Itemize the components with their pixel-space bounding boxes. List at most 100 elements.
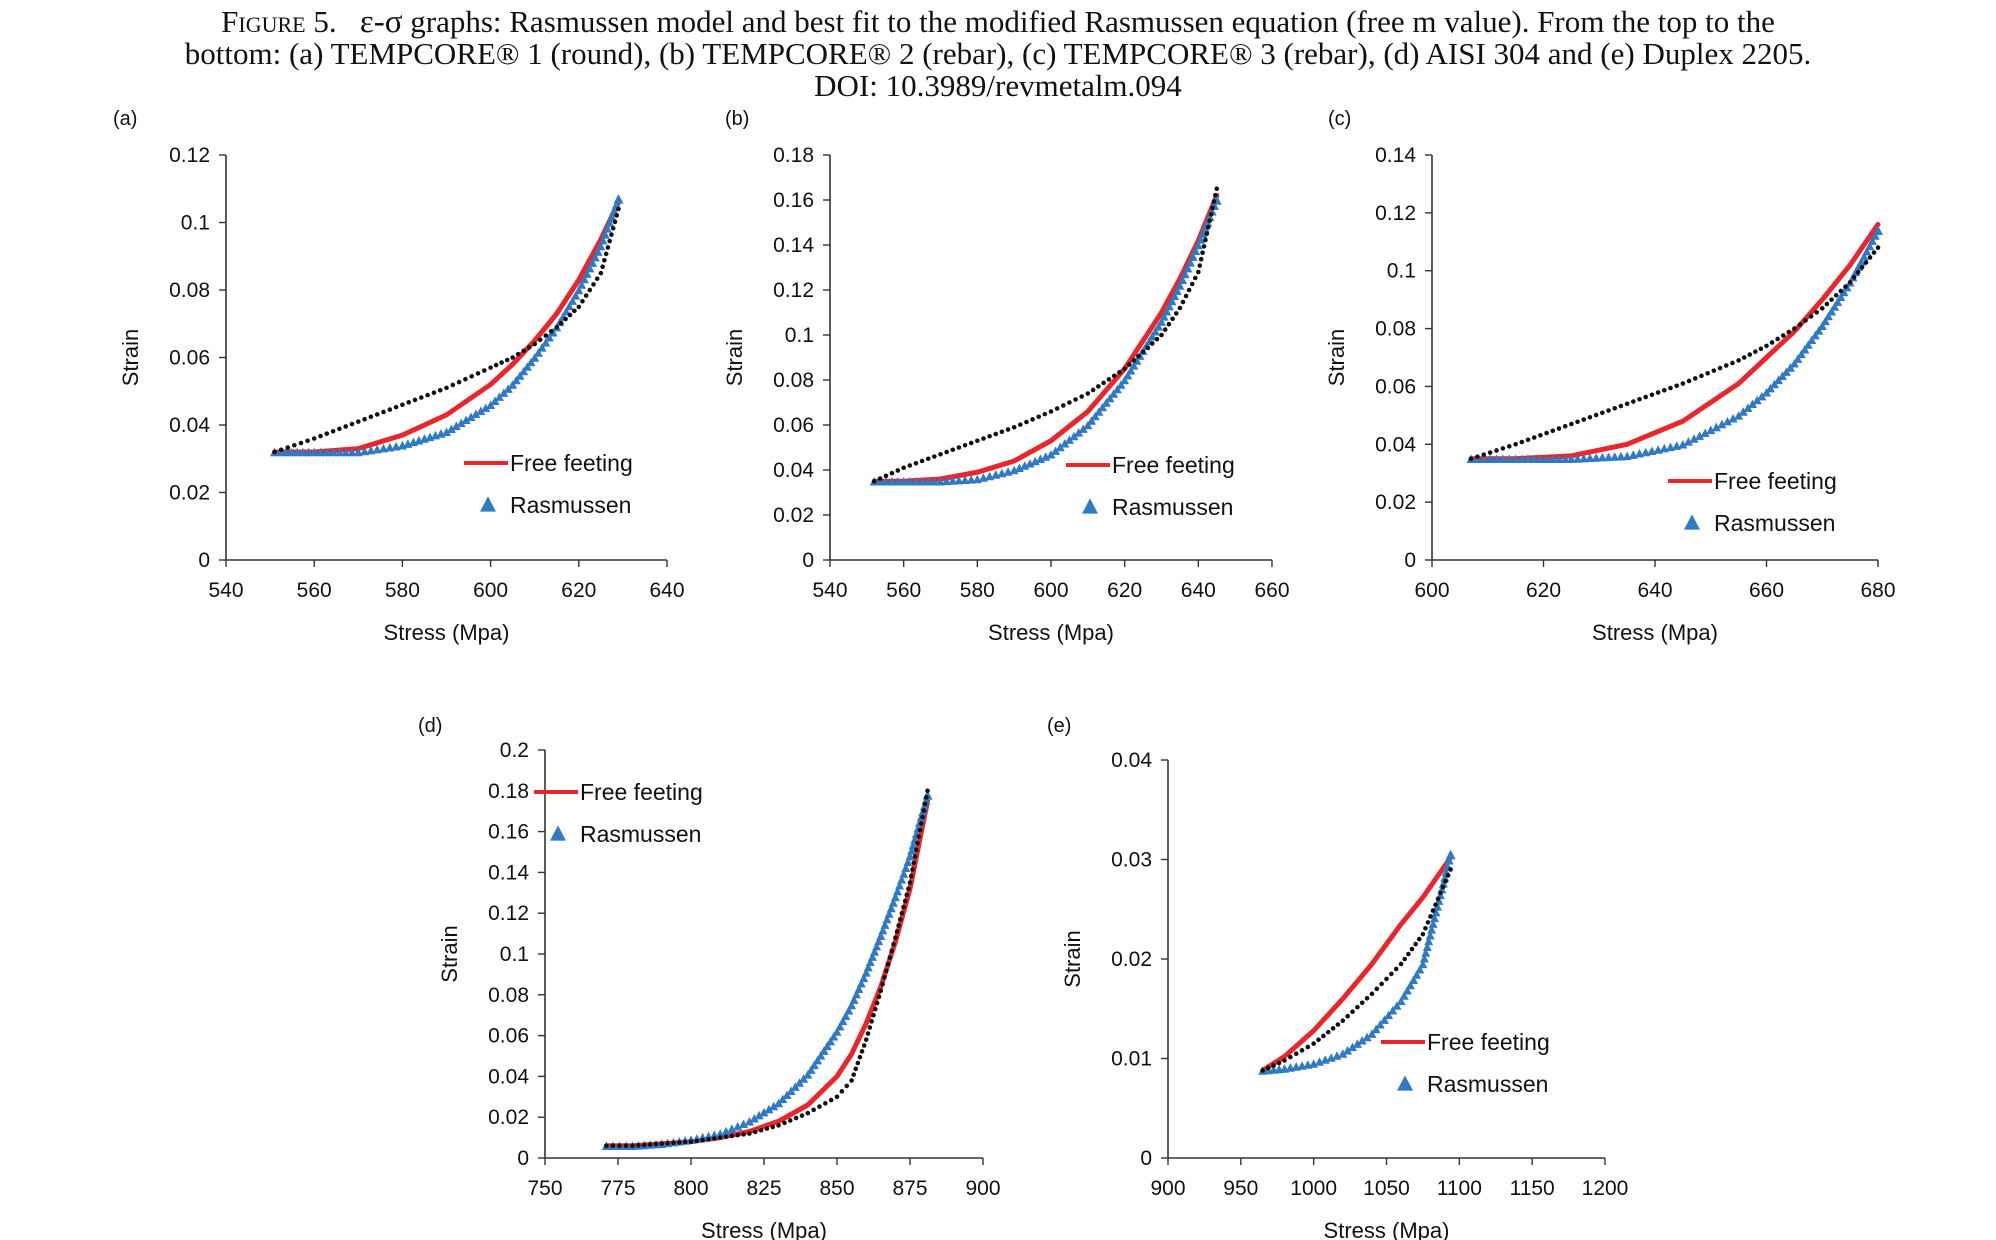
x-tick-label: 825 [746,1177,781,1200]
rasmussen-marker [1074,428,1084,437]
experimental-dot [925,788,930,794]
rasmussen-marker [1438,879,1448,888]
rasmussen-marker [851,989,861,999]
rasmussen-marker [461,415,471,425]
experimental-dot [612,219,618,225]
experimental-dot [1506,444,1512,449]
experimental-dot [1500,446,1506,451]
experimental-dot [787,1118,793,1123]
rasmussen-marker [533,348,543,357]
y-tick-label: 0.08 [169,279,210,302]
experimental-dot [1005,427,1011,432]
experimental-dot [867,1025,873,1030]
experimental-dot [1288,1054,1293,1060]
rasmussen-marker [360,446,370,456]
experimental-dot [614,213,620,218]
rasmussen-marker [366,445,376,455]
rasmussen-marker [347,447,357,457]
experimental-dot [968,440,974,446]
rasmussen-marker [1167,296,1177,306]
rasmussen-marker [844,1006,854,1015]
experimental-dot [1649,392,1655,398]
experimental-dot [285,445,291,450]
experimental-dot [1814,310,1819,315]
rasmussen-marker [596,241,606,251]
legend-rasmussen-swatch [1684,514,1700,530]
rasmussen-marker [494,392,504,401]
experimental-dot [1162,327,1168,332]
experimental-dot [1384,976,1389,982]
experimental-dot [1863,260,1869,265]
rasmussen-marker [1020,461,1030,470]
rasmussen-marker [1046,449,1056,459]
experimental-dot [885,961,891,967]
experimental-dot [899,910,905,916]
x-tick-label: 1200 [1582,1177,1629,1200]
experimental-dot [1487,450,1493,455]
experimental-dot [712,1136,717,1141]
rasmussen-marker [456,418,466,428]
experimental-dot [1189,281,1195,287]
experimental-dot [1350,1009,1355,1015]
rasmussen-marker [1430,913,1440,923]
rasmussen-marker [1193,240,1203,250]
rasmussen-marker [1604,452,1614,462]
experimental-dot [1435,896,1441,902]
experimental-dot [889,470,895,476]
rasmussen-marker [816,1051,826,1060]
rasmussen-marker [1444,856,1454,865]
experimental-dot [916,834,922,839]
experimental-dot [572,308,577,314]
experimental-dot [425,392,430,398]
experimental-dot [863,1037,869,1042]
rasmussen-marker [1678,440,1688,449]
experimental-dot [1717,365,1723,371]
experimental-dot [823,1101,828,1106]
rasmussen-marker [466,412,476,422]
experimental-dot [938,451,943,457]
rasmussen-marker [1610,452,1620,461]
experimental-dot [876,994,882,1000]
rasmussen-marker [764,1104,774,1114]
experimental-dot [896,923,901,928]
y-tick-label: 0.02 [1375,491,1416,514]
experimental-dot [706,1136,711,1142]
rasmussen-marker [1659,443,1669,453]
experimental-dot [1359,1000,1365,1006]
rasmussen-marker [1689,434,1699,443]
rasmussen-marker [1175,281,1185,290]
rasmussen-marker [1823,311,1833,321]
rasmussen-marker [803,1070,813,1079]
experimental-dot [1741,355,1747,360]
y-tick-label: 0.1 [181,212,210,235]
legend: Free feeting Rasmussen [534,779,703,847]
rasmussen-marker [1597,452,1607,462]
x-tick-label: 560 [297,579,332,602]
experimental-dot [793,1115,799,1121]
rasmussen-marker [1820,316,1830,326]
experimental-dot [521,348,526,354]
experimental-dot [600,264,605,270]
experimental-dot [871,478,877,484]
rasmussen-marker [769,1101,779,1111]
experimental-dot [641,1142,647,1148]
experimental-dot [1575,419,1580,425]
rasmussen-marker [1810,330,1820,340]
experimental-dot [1207,218,1212,224]
experimental-dot [1011,424,1017,430]
x-tick-label: 950 [1223,1177,1258,1200]
caption-doi: DOI: 10.3989/revmetalm.094 [814,68,1182,103]
experimental-dot [1833,293,1839,298]
chart-panel: 0 0.02 0.04 0.06 0.08 0.1 0.12 0.14 0.16 0.18 540 5… [722,108,1290,645]
rasmussen-marker [1428,919,1438,928]
experimental-dot [1600,410,1605,416]
figure-caption: Figure 5. ε-σ graphs: Rasmussen model an… [0,6,1996,102]
experimental-dot [981,436,986,441]
rasmussen-marker [929,476,939,486]
experimental-dot [901,904,906,910]
rasmussen-marker [1116,380,1126,389]
y-tick-label: 0.02 [1111,948,1152,971]
rasmussen-marker [841,1011,851,1020]
rasmussen-marker [385,442,395,452]
y-tick-label: 0.14 [1375,144,1416,167]
